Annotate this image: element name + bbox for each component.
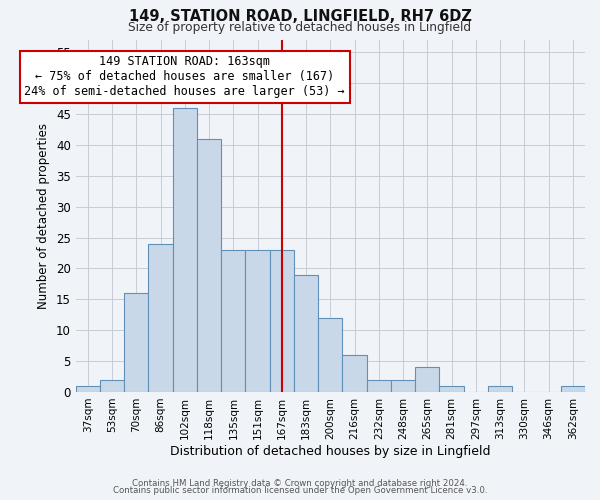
Bar — [100, 380, 124, 392]
Bar — [76, 386, 100, 392]
Bar — [318, 318, 343, 392]
Bar — [415, 368, 439, 392]
Bar — [197, 139, 221, 392]
Bar — [124, 293, 148, 392]
Text: Size of property relative to detached houses in Lingfield: Size of property relative to detached ho… — [128, 21, 472, 34]
Bar — [245, 250, 270, 392]
Bar — [439, 386, 464, 392]
Bar — [488, 386, 512, 392]
Text: 149 STATION ROAD: 163sqm
← 75% of detached houses are smaller (167)
24% of semi-: 149 STATION ROAD: 163sqm ← 75% of detach… — [25, 56, 345, 98]
Bar — [148, 244, 173, 392]
Bar — [367, 380, 391, 392]
Y-axis label: Number of detached properties: Number of detached properties — [37, 123, 50, 309]
Bar — [294, 274, 318, 392]
Text: Contains HM Land Registry data © Crown copyright and database right 2024.: Contains HM Land Registry data © Crown c… — [132, 478, 468, 488]
Text: Contains public sector information licensed under the Open Government Licence v3: Contains public sector information licen… — [113, 486, 487, 495]
X-axis label: Distribution of detached houses by size in Lingfield: Distribution of detached houses by size … — [170, 444, 491, 458]
Bar — [391, 380, 415, 392]
Bar — [561, 386, 585, 392]
Bar — [173, 108, 197, 392]
Text: 149, STATION ROAD, LINGFIELD, RH7 6DZ: 149, STATION ROAD, LINGFIELD, RH7 6DZ — [128, 9, 472, 24]
Bar — [221, 250, 245, 392]
Bar — [270, 250, 294, 392]
Bar — [343, 355, 367, 392]
